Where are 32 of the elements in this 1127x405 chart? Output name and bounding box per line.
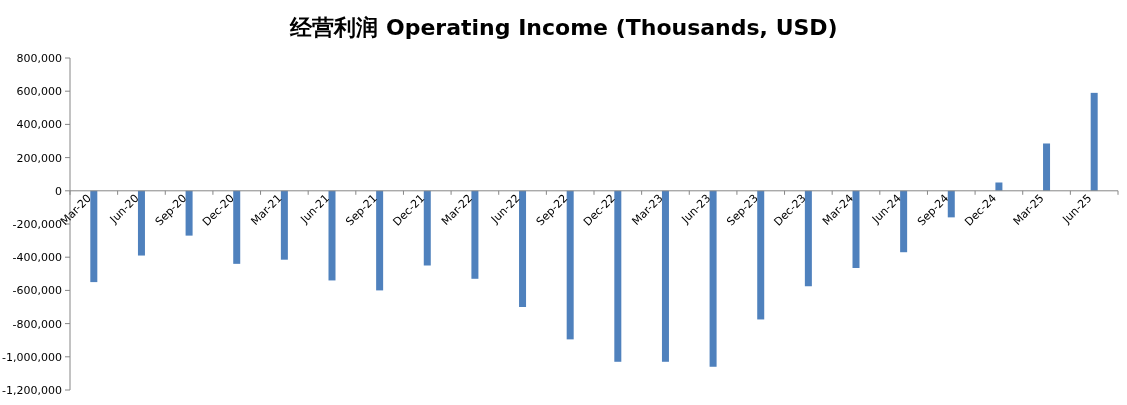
bar bbox=[1043, 143, 1051, 191]
bar bbox=[471, 190, 479, 279]
bar bbox=[947, 190, 955, 218]
bar bbox=[233, 190, 241, 264]
bar bbox=[1090, 92, 1098, 191]
bar bbox=[661, 190, 669, 362]
y-tick-label: -800,000 bbox=[12, 317, 62, 331]
bar bbox=[852, 190, 860, 268]
bar bbox=[757, 190, 765, 320]
y-tick-label: 200,000 bbox=[16, 151, 62, 165]
bar bbox=[90, 190, 98, 283]
bar bbox=[900, 190, 908, 253]
bar bbox=[804, 190, 812, 287]
bar bbox=[137, 190, 145, 256]
bar bbox=[519, 190, 527, 307]
bar bbox=[709, 190, 717, 367]
bar bbox=[614, 190, 622, 362]
y-tick-label: -600,000 bbox=[12, 284, 62, 298]
y-tick-label: 800,000 bbox=[16, 52, 62, 65]
bar bbox=[376, 190, 384, 291]
bar bbox=[566, 190, 574, 340]
y-tick-label: 400,000 bbox=[16, 118, 62, 132]
chart-title: 经营利润 Operating Income (Thousands, USD) bbox=[289, 15, 838, 40]
y-tick-label: -1,000,000 bbox=[2, 350, 62, 364]
y-tick-label: -1,200,000 bbox=[2, 384, 62, 397]
y-tick-label: 0 bbox=[55, 184, 62, 198]
bar bbox=[280, 190, 288, 260]
y-tick-label: 600,000 bbox=[16, 85, 62, 99]
y-tick-label: -400,000 bbox=[12, 251, 62, 265]
bar bbox=[185, 190, 193, 236]
bar bbox=[423, 190, 431, 266]
bar bbox=[328, 190, 336, 281]
